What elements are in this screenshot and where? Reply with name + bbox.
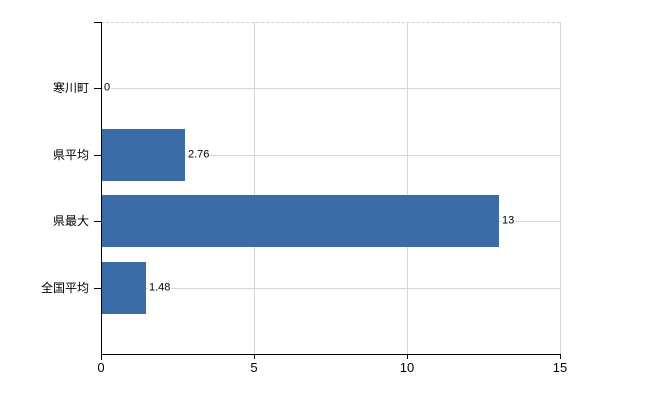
category-tick xyxy=(94,88,101,89)
bar xyxy=(101,195,499,247)
value-axis-labels: 0 5 10 15 xyxy=(97,354,567,378)
vertical-gridline xyxy=(254,22,255,354)
row-gridline xyxy=(101,288,560,289)
x-tick-label: 5 xyxy=(250,360,258,375)
category-tick xyxy=(94,288,101,289)
value-label: 2.76 xyxy=(187,148,211,161)
row-gridline xyxy=(101,155,560,156)
x-axis-tick xyxy=(407,354,408,359)
category-tick xyxy=(94,221,101,222)
category-axis-labels: 寒川町県平均県最大全国平均 xyxy=(0,22,94,354)
category-label: 寒川町 xyxy=(52,81,89,95)
value-label: 13 xyxy=(501,214,516,227)
x-axis-tick xyxy=(560,354,561,359)
category-label: 県最大 xyxy=(52,214,89,228)
x-tick-label: 10 xyxy=(399,360,415,375)
bar xyxy=(101,129,185,181)
x-axis-tick xyxy=(254,354,255,359)
category-label: 県平均 xyxy=(52,148,89,162)
y-axis-top-tick xyxy=(94,22,101,23)
vertical-gridline xyxy=(560,22,561,354)
vertical-gridline xyxy=(407,22,408,354)
row-gridline xyxy=(101,88,560,89)
x-axis-line xyxy=(101,354,561,355)
plot-top-border xyxy=(101,22,560,23)
y-axis-line xyxy=(101,22,102,360)
value-label: 0 xyxy=(103,81,112,94)
x-tick-label: 0 xyxy=(97,360,105,375)
value-label: 1.48 xyxy=(148,281,172,294)
plot-area: 0 2.76 13 1.48 xyxy=(94,22,561,359)
category-label: 全国平均 xyxy=(40,281,89,295)
bar xyxy=(101,262,146,314)
category-tick xyxy=(94,155,101,156)
x-tick-label: 15 xyxy=(552,360,568,375)
